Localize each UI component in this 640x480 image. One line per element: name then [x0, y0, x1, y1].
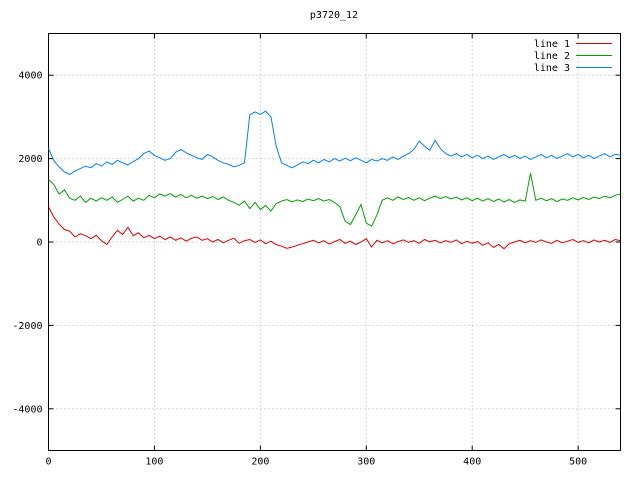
legend-label-line1: line 1	[534, 39, 570, 50]
y-tick-label: -4000	[12, 404, 42, 415]
legend-label-line2: line 2	[534, 51, 570, 62]
x-tick-label: 300	[357, 457, 375, 468]
x-tick-label: 100	[145, 457, 163, 468]
y-tick-label: 2000	[18, 154, 42, 165]
y-tick-label: -2000	[12, 321, 42, 332]
series-3-line	[48, 110, 621, 175]
tick-labels: 0 100 200 300 400 500 -4000 -2000 0 2000 4000	[12, 71, 587, 468]
chart-title: p3720_12	[310, 10, 358, 21]
x-tick-label: 0	[45, 457, 51, 468]
legend: line 1 line 2 line 3	[534, 39, 612, 74]
x-tick-label: 200	[251, 457, 269, 468]
y-tick-label: 4000	[18, 71, 42, 82]
plot-border	[48, 33, 621, 451]
legend-label-line3: line 3	[534, 63, 570, 74]
series-2-line	[48, 173, 621, 227]
series-1-line	[48, 206, 621, 250]
plot-lines	[48, 110, 621, 250]
x-tick-label: 400	[463, 457, 481, 468]
y-tick-label: 0	[36, 238, 42, 249]
x-tick-label: 500	[569, 457, 587, 468]
